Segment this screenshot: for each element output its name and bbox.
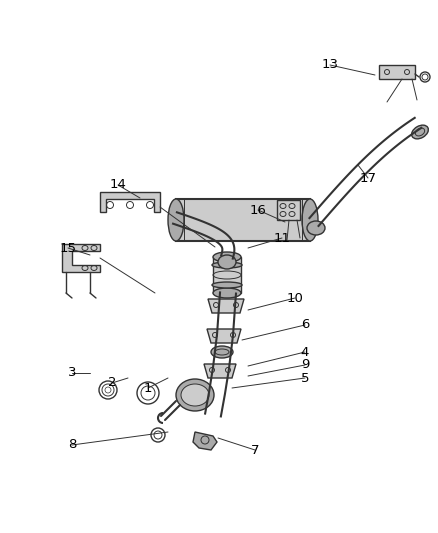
Text: 14: 14: [110, 179, 127, 191]
Ellipse shape: [412, 125, 428, 139]
Text: 5: 5: [301, 372, 309, 384]
Text: 10: 10: [286, 292, 304, 304]
Text: 16: 16: [250, 204, 266, 216]
Polygon shape: [62, 244, 100, 272]
Text: 3: 3: [68, 367, 76, 379]
Ellipse shape: [213, 288, 241, 298]
Ellipse shape: [212, 282, 242, 288]
Text: 7: 7: [251, 443, 259, 456]
Text: 6: 6: [301, 319, 309, 332]
Polygon shape: [277, 200, 300, 220]
Polygon shape: [204, 364, 236, 378]
Polygon shape: [176, 199, 310, 241]
Ellipse shape: [181, 384, 209, 406]
Ellipse shape: [212, 262, 242, 268]
Text: 13: 13: [321, 59, 339, 71]
Ellipse shape: [176, 379, 214, 411]
Polygon shape: [207, 329, 241, 343]
Text: 11: 11: [273, 231, 290, 245]
Text: 8: 8: [68, 439, 76, 451]
Polygon shape: [213, 257, 241, 293]
Ellipse shape: [307, 221, 325, 235]
Text: 1: 1: [144, 382, 152, 394]
Ellipse shape: [213, 252, 241, 262]
Text: 17: 17: [360, 172, 377, 184]
Ellipse shape: [218, 255, 236, 269]
Text: 15: 15: [60, 241, 77, 254]
Ellipse shape: [302, 199, 318, 241]
Text: 9: 9: [301, 359, 309, 372]
Polygon shape: [100, 192, 160, 212]
Text: 2: 2: [108, 376, 116, 390]
Polygon shape: [208, 299, 244, 313]
Ellipse shape: [168, 199, 184, 241]
Ellipse shape: [211, 346, 233, 358]
Text: 4: 4: [301, 345, 309, 359]
Polygon shape: [193, 432, 217, 450]
Polygon shape: [379, 65, 415, 79]
